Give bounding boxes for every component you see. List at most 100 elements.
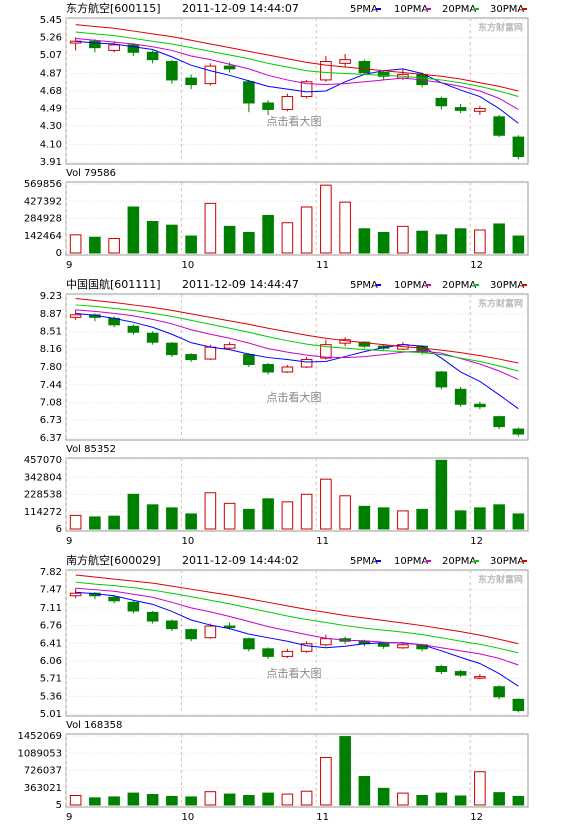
volume-bar bbox=[108, 796, 120, 806]
volume-bar bbox=[146, 221, 159, 254]
candle-body bbox=[127, 601, 140, 612]
legend-label: 30PMA bbox=[490, 556, 524, 567]
volume-tick-label: 427392 bbox=[24, 196, 62, 207]
volume-tick-label: 1452069 bbox=[17, 731, 62, 742]
candle-body bbox=[454, 107, 467, 111]
volume-bar bbox=[89, 236, 101, 254]
candle-body bbox=[358, 60, 371, 74]
legend-label: 10PMA bbox=[394, 280, 428, 291]
volume-bar bbox=[397, 510, 409, 530]
candle-body bbox=[300, 643, 313, 652]
ma-line bbox=[75, 591, 519, 687]
volume-bar bbox=[358, 775, 371, 806]
volume-bar bbox=[69, 794, 82, 806]
legend-label: 20PMA bbox=[442, 280, 476, 291]
legend-label: 30PMA bbox=[490, 280, 524, 291]
volume-bar bbox=[339, 201, 351, 254]
y-tick-label: 3.91 bbox=[40, 157, 62, 168]
volume-bar bbox=[300, 493, 313, 530]
y-tick-label: 6.06 bbox=[40, 656, 62, 667]
x-tick-label: 11 bbox=[316, 812, 329, 823]
candle-body bbox=[108, 44, 120, 51]
y-tick-label: 5.01 bbox=[40, 709, 62, 720]
legend-swatch bbox=[474, 284, 479, 286]
legend-label: 5PMA bbox=[350, 556, 378, 567]
candle-body bbox=[320, 60, 332, 81]
ma-line bbox=[75, 581, 519, 654]
candle-body bbox=[127, 44, 140, 53]
volume-bar bbox=[262, 792, 274, 806]
ma-line bbox=[75, 31, 519, 98]
candle-body bbox=[166, 342, 178, 356]
volume-bar bbox=[474, 229, 486, 254]
stock-panel: 南方航空[600029] 2011-12-09 14:44:02 5PMA 10PMA… bbox=[17, 553, 529, 823]
y-tick-label: 4.10 bbox=[40, 139, 62, 150]
volume-bar bbox=[89, 797, 101, 806]
legend-label: 30PMA bbox=[490, 4, 524, 15]
ma-line bbox=[75, 587, 519, 666]
volume-bar bbox=[300, 206, 313, 254]
volume-bar bbox=[281, 501, 294, 530]
candle-body bbox=[223, 65, 236, 70]
volume-tick-label: 228538 bbox=[24, 490, 62, 501]
legend-label: 10PMA bbox=[394, 556, 428, 567]
x-tick-label: 11 bbox=[316, 536, 329, 547]
volume-tick-label: 569856 bbox=[24, 179, 62, 190]
candle-body bbox=[166, 620, 178, 630]
candle-body bbox=[281, 650, 294, 657]
candle-body bbox=[512, 698, 525, 711]
volume-bar bbox=[320, 478, 332, 530]
y-tick-label: 4.87 bbox=[40, 68, 62, 79]
volume-tick-label: 457070 bbox=[24, 455, 62, 466]
y-tick-label: 6.73 bbox=[40, 415, 62, 426]
stock-title: 东方航空[600115] bbox=[66, 1, 161, 15]
candle-body bbox=[223, 344, 236, 349]
y-tick-label: 8.87 bbox=[40, 309, 62, 320]
volume-bar bbox=[146, 794, 159, 806]
candle-body bbox=[493, 116, 505, 136]
ma-line bbox=[75, 40, 519, 124]
candle-body bbox=[493, 416, 505, 428]
legend-swatch bbox=[376, 8, 381, 10]
volume-bar bbox=[339, 495, 351, 530]
candle-body bbox=[204, 625, 217, 639]
volume-tick-label: 142464 bbox=[24, 231, 62, 242]
legend-label: 20PMA bbox=[442, 556, 476, 567]
volume-bar bbox=[474, 771, 486, 806]
y-tick-label: 5.07 bbox=[40, 50, 62, 61]
candle-body bbox=[339, 59, 351, 64]
y-tick-label: 7.80 bbox=[40, 362, 62, 373]
volume-bar bbox=[397, 225, 409, 254]
watermark: 东方财富网 bbox=[478, 298, 523, 310]
legend-swatch bbox=[474, 8, 479, 10]
volume-tick-label: 284928 bbox=[24, 214, 62, 225]
candle-body bbox=[435, 371, 448, 388]
x-tick-label: 12 bbox=[470, 812, 483, 823]
volume-bar bbox=[281, 793, 294, 806]
y-tick-label: 5.71 bbox=[40, 674, 62, 685]
y-tick-label: 4.30 bbox=[40, 121, 62, 132]
legend-label: 5PMA bbox=[350, 280, 378, 291]
volume-bar bbox=[166, 507, 178, 530]
candle-body bbox=[262, 364, 274, 373]
candle-body bbox=[397, 644, 409, 649]
candle-body bbox=[146, 51, 159, 61]
volume-bar bbox=[89, 516, 101, 530]
volume-bar bbox=[416, 508, 428, 530]
y-tick-label: 6.37 bbox=[40, 433, 62, 444]
volume-bar bbox=[204, 492, 217, 530]
volume-bar bbox=[185, 235, 197, 254]
x-tick-label: 12 bbox=[470, 260, 483, 271]
volume-bar bbox=[127, 792, 140, 806]
volume-bar bbox=[320, 756, 332, 806]
volume-bar bbox=[454, 795, 467, 806]
y-tick-label: 4.68 bbox=[40, 86, 62, 97]
ma-line bbox=[75, 297, 519, 364]
candle-body bbox=[108, 596, 120, 602]
volume-bar bbox=[69, 514, 82, 530]
legend-label: 20PMA bbox=[442, 4, 476, 15]
ma-line bbox=[75, 309, 519, 380]
candle-body bbox=[243, 638, 255, 650]
volume-bar bbox=[223, 793, 236, 806]
volume-bar bbox=[320, 184, 332, 254]
